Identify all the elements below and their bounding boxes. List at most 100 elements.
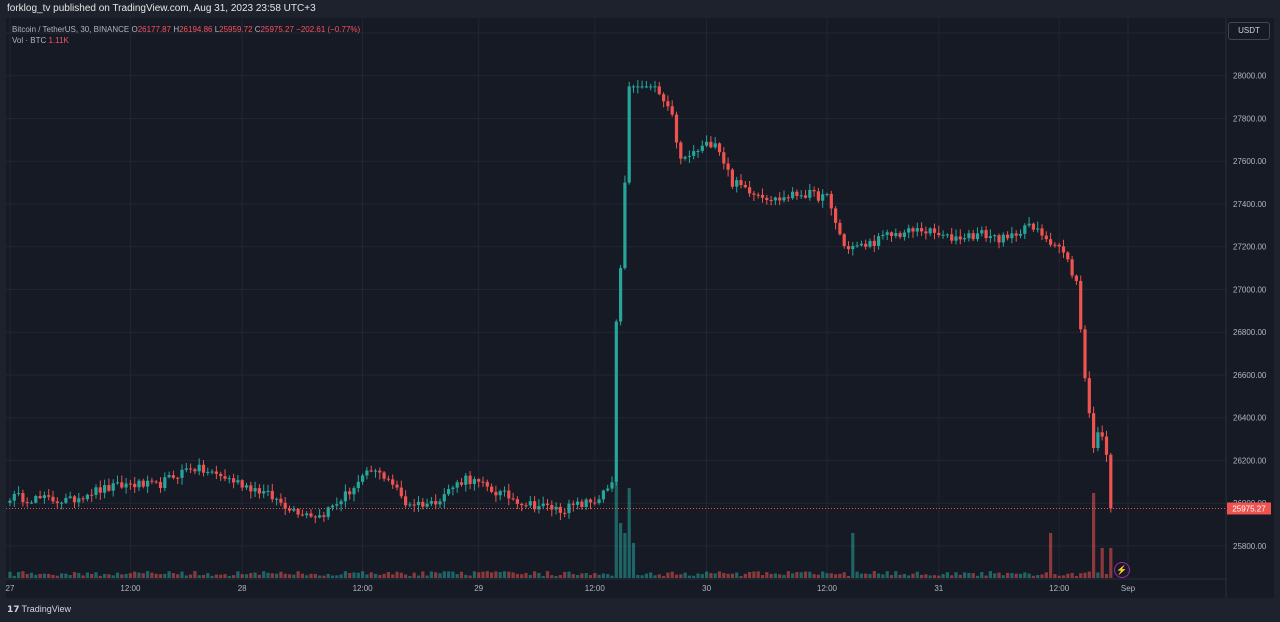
volume-bar xyxy=(214,574,218,578)
volume-bar xyxy=(193,571,197,578)
candle-body xyxy=(442,494,446,502)
candle-body xyxy=(81,498,85,500)
price-tick-label: 26800.00 xyxy=(1233,328,1267,337)
candle-body xyxy=(335,504,339,506)
volume-bar xyxy=(197,575,201,578)
volume-bar xyxy=(576,575,580,578)
candle-body xyxy=(1104,436,1109,455)
volume-bar xyxy=(756,571,760,578)
candle-body xyxy=(1001,234,1005,243)
volume-bar xyxy=(1087,571,1091,578)
volume-bar xyxy=(1104,573,1109,578)
candle-body xyxy=(64,497,68,503)
candle-body xyxy=(12,493,16,501)
candle-body xyxy=(649,86,653,88)
price-axis: 25800.0026000.0026200.0026400.0026600.00… xyxy=(6,18,1274,598)
change-value: −202.61 (−0.77%) xyxy=(296,25,361,34)
volume-bar xyxy=(262,571,266,578)
volume-bar xyxy=(81,575,85,578)
candle-body xyxy=(907,228,911,233)
candle-body xyxy=(872,240,876,246)
price-tick-label: 27400.00 xyxy=(1233,200,1267,209)
volume-bar xyxy=(1057,575,1061,578)
candles xyxy=(8,80,1113,524)
price-tick-label: 27800.00 xyxy=(1233,114,1267,123)
volume-bar xyxy=(692,575,696,578)
volume-bar xyxy=(107,574,111,578)
volume-bar xyxy=(649,572,653,578)
candle-body xyxy=(920,228,924,232)
candle-body xyxy=(709,141,713,148)
candle-body xyxy=(330,505,335,508)
candle-body xyxy=(296,509,300,515)
volume-bar xyxy=(1083,572,1087,578)
volume-bar xyxy=(455,574,459,578)
candle-body xyxy=(631,86,636,88)
volume-bar xyxy=(997,572,1001,578)
volume-bar xyxy=(253,572,257,578)
volume-bar xyxy=(318,575,322,578)
volume-bar xyxy=(631,543,636,578)
volume-bar xyxy=(881,574,885,578)
candle-body xyxy=(42,495,46,499)
volume-bar xyxy=(481,571,485,578)
volume-bar xyxy=(429,571,433,578)
candle-body xyxy=(361,475,365,482)
volume-bar xyxy=(1053,574,1057,578)
candle-body xyxy=(528,501,532,506)
candle-body xyxy=(662,94,666,102)
volume-label[interactable]: Vol · BTC xyxy=(12,36,47,45)
volume-bar xyxy=(520,574,524,578)
time-tick-label: 31 xyxy=(934,584,943,593)
candle-body xyxy=(1031,223,1035,230)
volume-bar xyxy=(898,574,902,578)
volume-bar xyxy=(773,573,777,578)
volume-bar xyxy=(120,574,124,578)
chart-pane[interactable] xyxy=(6,18,1274,598)
candle-body xyxy=(455,482,459,488)
candle-body xyxy=(292,509,296,511)
candle-body xyxy=(408,504,412,506)
volume-bar xyxy=(94,572,98,578)
volume-bar xyxy=(640,575,644,578)
volume-bar xyxy=(1109,548,1113,578)
candle-body xyxy=(262,491,266,494)
candle-body xyxy=(563,512,567,514)
candle-body xyxy=(72,496,77,503)
volume-bar xyxy=(137,572,141,578)
volume-bar xyxy=(945,572,949,578)
symbol-label[interactable]: Bitcoin / TetherUS, 30, BINANCE xyxy=(12,25,130,34)
lightning-icon[interactable]: ⚡ xyxy=(1114,562,1130,578)
volume-bar xyxy=(507,571,511,578)
candle-body xyxy=(696,150,700,152)
volume-bar xyxy=(920,574,924,578)
candle-body xyxy=(451,487,455,490)
volume-bar xyxy=(713,573,717,578)
volume-bar xyxy=(717,571,722,578)
volume-bar xyxy=(1066,573,1070,578)
candle-body xyxy=(305,513,309,516)
volume-bar xyxy=(292,574,296,578)
candle-body xyxy=(107,485,111,491)
volume-bar xyxy=(8,571,12,578)
currency-button[interactable]: USDT xyxy=(1228,22,1270,40)
candle-body xyxy=(421,501,425,507)
candle-body xyxy=(705,141,709,146)
candle-body xyxy=(786,197,790,199)
candle-body xyxy=(124,483,128,488)
candle-body xyxy=(971,233,975,240)
candle-body xyxy=(29,502,34,504)
candle-body xyxy=(94,487,98,495)
volume-bar xyxy=(38,573,42,578)
price-tick-label: 25800.00 xyxy=(1233,542,1267,551)
candle-body xyxy=(77,498,81,503)
volume-bar xyxy=(1044,572,1048,578)
candle-body xyxy=(756,194,760,196)
candle-body xyxy=(1049,239,1053,245)
volume-bar xyxy=(133,571,137,578)
volume-bar xyxy=(64,573,68,578)
tradingview-logo[interactable]: 17 TradingView xyxy=(7,604,71,615)
volume-bar xyxy=(300,573,304,578)
candle-body xyxy=(928,228,932,234)
